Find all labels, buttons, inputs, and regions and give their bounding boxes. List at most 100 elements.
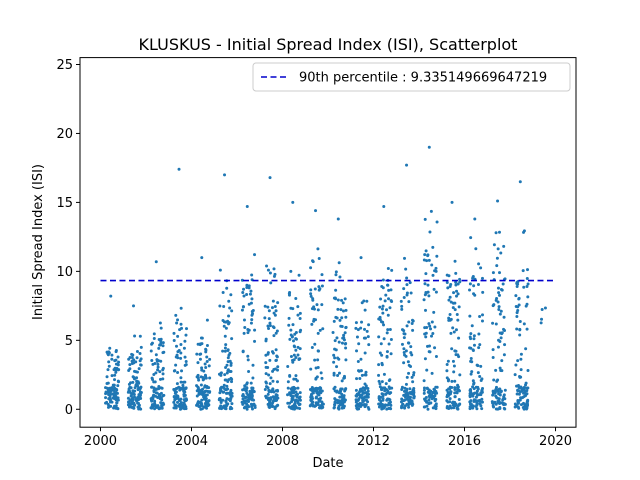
- data-point: [113, 390, 117, 394]
- data-point: [222, 390, 226, 394]
- data-point: [288, 405, 292, 409]
- data-point: [133, 334, 137, 338]
- data-point: [250, 273, 254, 277]
- data-point: [274, 398, 278, 402]
- data-point: [108, 387, 112, 391]
- data-point: [380, 363, 384, 367]
- data-point: [289, 400, 293, 404]
- data-point: [312, 305, 316, 309]
- data-point: [126, 396, 130, 400]
- data-point: [404, 267, 408, 271]
- data-point: [364, 391, 368, 395]
- data-point: [468, 288, 472, 292]
- data-point: [226, 356, 230, 360]
- data-point: [296, 353, 300, 357]
- data-point: [445, 363, 449, 367]
- data-point: [453, 391, 457, 395]
- data-point: [156, 368, 160, 372]
- data-point: [450, 379, 454, 383]
- data-point: [338, 318, 342, 322]
- data-point: [495, 396, 499, 400]
- data-point: [273, 304, 277, 308]
- data-point: [412, 373, 416, 377]
- data-point: [481, 313, 485, 317]
- data-point: [343, 389, 347, 393]
- data-point: [471, 394, 475, 398]
- data-point: [453, 259, 457, 263]
- data-point: [130, 359, 134, 363]
- data-point: [424, 398, 428, 402]
- data-point: [267, 373, 271, 377]
- data-point: [314, 377, 318, 381]
- data-point: [264, 372, 268, 376]
- data-point: [248, 292, 252, 296]
- data-point: [475, 400, 479, 404]
- data-point: [498, 393, 502, 397]
- data-point: [128, 403, 132, 407]
- data-point: [500, 359, 504, 363]
- data-point: [498, 312, 502, 316]
- data-point: [161, 377, 165, 381]
- data-point: [497, 230, 501, 234]
- data-point: [426, 344, 430, 348]
- data-point: [289, 354, 293, 358]
- chart-title: KLUSKUS - Initial Spread Index (ISI), Sc…: [139, 35, 518, 54]
- data-point: [246, 404, 250, 408]
- data-point: [114, 350, 118, 354]
- data-point: [475, 407, 479, 411]
- data-point: [434, 266, 438, 270]
- data-point: [162, 393, 166, 397]
- data-point: [354, 326, 358, 330]
- data-point: [183, 339, 187, 343]
- data-point: [516, 401, 520, 405]
- data-point: [477, 262, 481, 266]
- data-point: [381, 304, 385, 308]
- data-point: [150, 396, 154, 400]
- data-point: [452, 330, 456, 334]
- data-point: [410, 403, 414, 407]
- data-point: [452, 364, 456, 368]
- data-point: [425, 259, 429, 263]
- data-point: [159, 386, 163, 390]
- data-point: [107, 364, 111, 368]
- data-point: [150, 385, 154, 389]
- data-point: [526, 368, 530, 372]
- data-point: [207, 403, 211, 407]
- data-point: [522, 401, 526, 405]
- data-point: [268, 358, 272, 362]
- data-point: [172, 331, 176, 335]
- data-point: [456, 383, 460, 387]
- data-point: [378, 351, 382, 355]
- data-point: [158, 321, 162, 325]
- data-point: [200, 404, 204, 408]
- data-point: [276, 365, 280, 369]
- data-point: [227, 353, 231, 357]
- data-point: [182, 346, 186, 350]
- data-point: [290, 335, 294, 339]
- data-point: [367, 323, 371, 327]
- data-point: [336, 401, 340, 405]
- data-point: [253, 328, 257, 332]
- data-point: [495, 256, 499, 260]
- data-point: [137, 367, 141, 371]
- data-point: [445, 376, 449, 380]
- data-point: [411, 380, 415, 384]
- data-point: [526, 282, 530, 286]
- data-point: [294, 337, 298, 341]
- data-point: [502, 244, 506, 248]
- data-point: [205, 318, 209, 322]
- data-point: [311, 298, 315, 302]
- data-point: [446, 359, 450, 363]
- data-point: [367, 343, 371, 347]
- y-tick-label: 20: [56, 127, 73, 142]
- data-point: [249, 381, 253, 385]
- data-point: [431, 391, 435, 395]
- data-point: [128, 355, 132, 359]
- data-point: [179, 376, 183, 380]
- data-point: [402, 296, 406, 300]
- data-point: [501, 398, 505, 402]
- data-point: [400, 307, 404, 311]
- data-point: [379, 297, 383, 301]
- data-point: [539, 321, 543, 325]
- data-point: [366, 335, 370, 339]
